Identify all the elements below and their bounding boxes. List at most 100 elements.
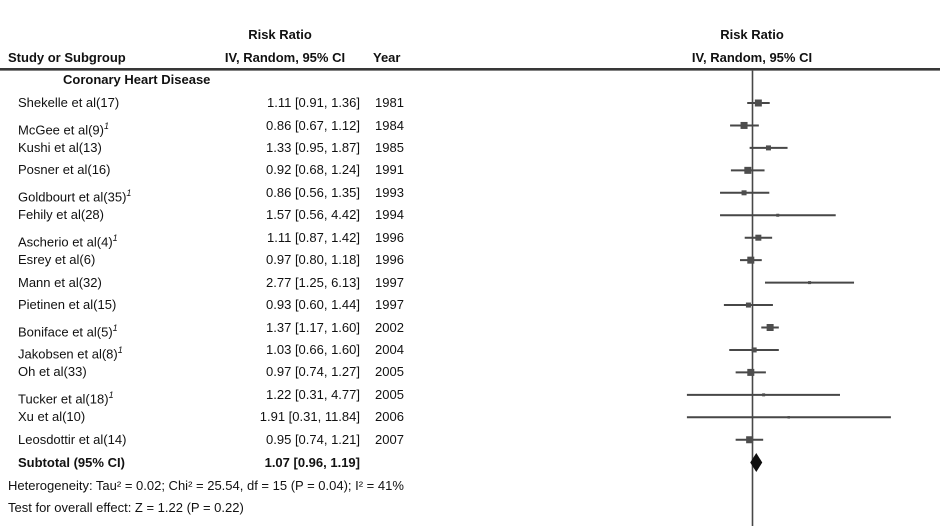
effect-marker (741, 190, 747, 196)
effect-marker (776, 213, 780, 217)
heterogeneity-stats: Heterogeneity: Tau² = 0.02; Chi² = 25.54… (8, 478, 404, 493)
study-row: Goldbourt et al(35)1 0.86 [0.56, 1.35] 199… (0, 184, 470, 204)
year-label: 2005 (375, 386, 404, 402)
effect-column-title: Risk Ratio (248, 27, 312, 42)
footnote-marker: 1 (103, 120, 109, 131)
year-label: 1994 (375, 207, 404, 223)
plot-column-subtitle: IV, Random, 95% CI (691, 50, 813, 65)
estimate-label: 1.11 [0.87, 1.42] (267, 229, 360, 245)
study-row: Leosdottir et al(14) 0.95 [0.74, 1.21] 200… (0, 431, 470, 449)
estimate-label: 2.77 [1.25, 6.13] (266, 274, 360, 290)
estimate-label: 0.95 [0.74, 1.21] (266, 431, 360, 447)
subtotal-estimate: 1.07 [0.96, 1.19] (264, 454, 360, 470)
study-row: McGee et al(9)1 0.86 [0.67, 1.12] 1984 (0, 117, 470, 137)
year-label: 1981 (375, 95, 404, 110)
effect-marker (751, 347, 757, 353)
year-label: 1997 (375, 297, 404, 312)
study-row: Esrey et al(6) 0.97 [0.80, 1.18] 1996 (0, 251, 470, 269)
year-column-header: Year (373, 50, 401, 65)
study-row: Oh et al(33) 0.97 [0.74, 1.27] 2005 (0, 363, 470, 381)
year-label: 2002 (375, 319, 404, 335)
estimate-label: 1.11 [0.91, 1.36] (267, 95, 360, 110)
study-label: Oh et al(33) (18, 364, 87, 380)
estimate-label: 0.93 [0.60, 1.44] (266, 297, 360, 312)
effect-marker (787, 416, 790, 419)
study-label: Xu et al(10) (18, 409, 86, 425)
estimate-label: 1.03 [0.66, 1.60] (266, 341, 360, 357)
footnote-marker: 1 (126, 187, 132, 198)
effect-marker (765, 145, 771, 151)
subgroup-header: Coronary Heart Disease (63, 72, 211, 87)
year-label: 2006 (375, 409, 404, 425)
footnote-marker: 1 (117, 344, 123, 355)
study-label: Posner et al(16) (18, 162, 111, 178)
effect-marker (754, 99, 762, 107)
study-column-header: Study or Subgroup (8, 50, 126, 65)
overall-effect-test: Test for overall effect: Z = 1.22 (P = 0… (8, 500, 244, 515)
study-label: McGee et al(9)1 (18, 120, 109, 137)
year-label: 1991 (375, 162, 404, 178)
footnote-marker: 1 (108, 389, 114, 400)
effect-marker (808, 281, 812, 285)
estimate-label: 0.86 [0.56, 1.35] (266, 184, 360, 200)
year-label: 1996 (375, 252, 404, 268)
estimate-label: 0.97 [0.80, 1.18] (266, 252, 360, 268)
study-label: Kushi et al(13) (18, 139, 102, 155)
plot-column-title: Risk Ratio (720, 27, 784, 42)
study-label: Esrey et al(6) (18, 252, 96, 268)
estimate-label: 0.86 [0.67, 1.12] (266, 117, 360, 133)
study-row: Pietinen et al(15) 0.93 [0.60, 1.44] 1997 (0, 296, 470, 314)
subtotal-row: Subtotal (95% CI) 1.07 [0.96, 1.19] (0, 454, 470, 472)
year-label: 1985 (375, 139, 404, 155)
effect-marker (746, 436, 754, 444)
study-label: Shekelle et al(17) (18, 95, 120, 110)
subtotal-label: Subtotal (95% CI) (18, 454, 125, 470)
estimate-label: 1.91 [0.31, 11.84] (259, 409, 360, 425)
effect-marker (747, 368, 755, 376)
study-label: Tucker et al(18)1 (18, 389, 114, 407)
study-label: Mann et al(32) (18, 274, 102, 290)
study-row: Fehily et al(28) 1.57 [0.56, 4.42] 1994 (0, 206, 470, 224)
effect-column-subtitle: IV, Random, 95% CI (224, 50, 346, 65)
study-row: Ascherio et al(4)1 1.11 [0.87, 1.42] 1996 (0, 229, 470, 249)
subtotal-diamond (750, 453, 763, 472)
study-row: Posner et al(16) 0.92 [0.68, 1.24] 1991 (0, 161, 470, 179)
year-label: 2004 (375, 341, 404, 357)
estimate-label: 1.57 [0.56, 4.42] (266, 207, 360, 223)
effect-marker (745, 302, 751, 308)
study-row: Kushi et al(13) 1.33 [0.95, 1.87] 1985 (0, 139, 470, 157)
year-label: 1997 (375, 274, 404, 290)
study-label: Fehily et al(28) (18, 207, 104, 223)
effect-marker (755, 234, 762, 241)
year-label: 1984 (375, 117, 404, 133)
study-label: Leosdottir et al(14) (18, 431, 127, 447)
study-row: Shekelle et al(17) 1.11 [0.91, 1.36] 1981 (0, 94, 470, 112)
estimate-label: 0.92 [0.68, 1.24] (266, 162, 360, 178)
study-row: Jakobsen et al(8)1 1.03 [0.66, 1.60] 2004 (0, 341, 470, 361)
year-label: 1996 (375, 229, 404, 245)
study-row: Tucker et al(18)1 1.22 [0.31, 4.77] 2005 (0, 386, 470, 406)
footnote-marker: 1 (112, 232, 118, 243)
estimate-label: 1.33 [0.95, 1.87] (266, 139, 360, 155)
study-label: Ascherio et al(4)1 (18, 232, 118, 250)
estimate-label: 0.97 [0.74, 1.27] (266, 364, 360, 380)
study-row: Xu et al(10) 1.91 [0.31, 11.84] 2006 (0, 408, 470, 426)
estimate-label: 1.22 [0.31, 4.77] (266, 386, 360, 402)
year-label: 2005 (375, 364, 404, 380)
study-label: Pietinen et al(15) (18, 297, 117, 312)
effect-marker (762, 393, 766, 397)
footnote-marker: 1 (112, 322, 118, 333)
effect-marker (740, 121, 748, 129)
effect-marker (744, 166, 752, 174)
effect-marker (747, 256, 755, 264)
effect-marker (766, 324, 774, 331)
year-label: 1993 (375, 184, 404, 200)
estimate-label: 1.37 [1.17, 1.60] (266, 319, 360, 335)
study-label: Boniface et al(5)1 (18, 322, 118, 339)
study-row: Mann et al(32) 2.77 [1.25, 6.13] 1997 (0, 274, 470, 292)
study-label: Goldbourt et al(35)1 (18, 187, 132, 205)
study-row: Boniface et al(5)1 1.37 [1.17, 1.60] 2002 (0, 319, 470, 339)
year-label: 2007 (375, 431, 404, 447)
